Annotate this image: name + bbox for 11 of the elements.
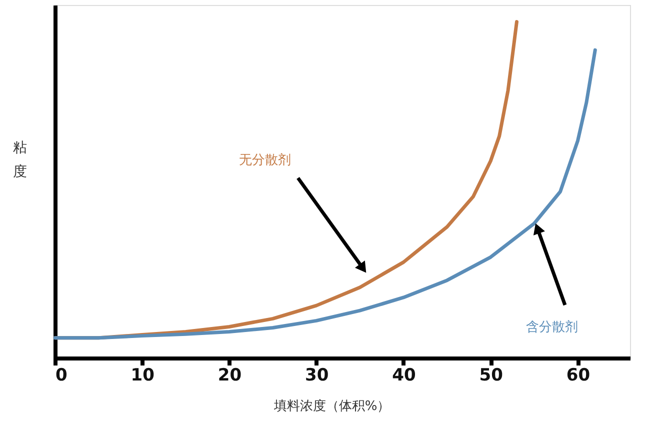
x-tick-label: 40 <box>392 366 416 386</box>
x-tick-label: 0 <box>56 366 68 386</box>
x-tick-label: 10 <box>130 366 155 386</box>
x-axis-title: 填料浓度（体积%） <box>272 398 390 414</box>
x-tick-label: 50 <box>479 366 504 386</box>
text: 含分散剂 <box>526 319 578 335</box>
text: 无分散剂 <box>239 152 291 168</box>
x-tick-label: 30 <box>305 366 329 386</box>
x-tick-label: 60 <box>566 366 590 386</box>
y-axis-title: 粘度 <box>13 140 27 180</box>
x-tick-label: 20 <box>218 366 242 386</box>
